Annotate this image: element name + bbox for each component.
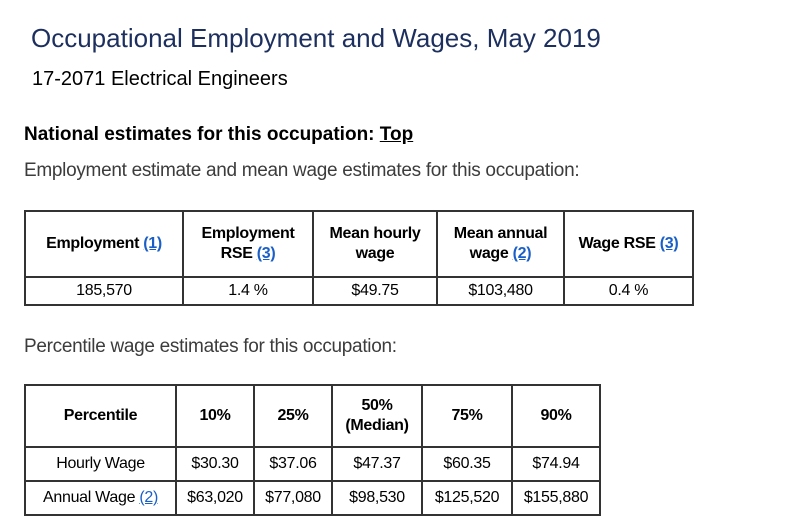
footnote-link[interactable]: (3): [659, 235, 679, 252]
table-row: 185,570 1.4 % $49.75 $103,480 0.4 %: [24, 276, 694, 306]
row-label: Hourly Wage: [24, 446, 177, 482]
employment-value: 185,570: [24, 276, 184, 306]
header-90: 90%: [511, 384, 601, 448]
header-mean-hourly-wage: Mean hourly wage: [312, 210, 438, 278]
header-10: 10%: [175, 384, 255, 448]
cell: $98,530: [331, 480, 423, 516]
wage-rse-value: 0.4 %: [563, 276, 694, 306]
header-employment-rse: Employment RSE (3): [182, 210, 314, 278]
cell: $74.94: [511, 446, 601, 482]
table-header-row: Percentile 10% 25% 50% (Median) 75% 90%: [24, 384, 601, 448]
header-50-median: 50% (Median): [331, 384, 423, 448]
percentile-intro: Percentile wage estimates for this occup…: [24, 336, 397, 357]
table-row-annual: Annual Wage (2) $63,020 $77,080 $98,530 …: [24, 480, 601, 516]
page-title: Occupational Employment and Wages, May 2…: [31, 23, 601, 53]
percentile-table: Percentile 10% 25% 50% (Median) 75% 90% H…: [24, 384, 601, 516]
header-percentile: Percentile: [24, 384, 177, 448]
footnote-link[interactable]: (2): [512, 245, 532, 262]
cell: $155,880: [511, 480, 601, 516]
employment-rse-value: 1.4 %: [182, 276, 314, 306]
occupation-title: 17-2071 Electrical Engineers: [32, 68, 288, 90]
mean-hourly-wage-value: $49.75: [312, 276, 438, 306]
national-estimates-heading: National estimates for this occupation: …: [24, 124, 413, 146]
national-heading-text: National estimates for this occupation:: [24, 124, 375, 145]
cell: $60.35: [421, 446, 513, 482]
header-25: 25%: [253, 384, 333, 448]
cell: $30.30: [175, 446, 255, 482]
header-mean-annual-wage: Mean annual wage (2): [436, 210, 565, 278]
cell: $37.06: [253, 446, 333, 482]
header-employment: Employment (1): [24, 210, 184, 278]
mean-annual-wage-value: $103,480: [436, 276, 565, 306]
table-row-hourly: Hourly Wage $30.30 $37.06 $47.37 $60.35 …: [24, 446, 601, 482]
header-75: 75%: [421, 384, 513, 448]
cell: $47.37: [331, 446, 423, 482]
footnote-link[interactable]: (1): [143, 235, 162, 252]
cell: $63,020: [175, 480, 255, 516]
row-label: Annual Wage (2): [24, 480, 177, 516]
cell: $125,520: [421, 480, 513, 516]
cell: $77,080: [253, 480, 333, 516]
employment-intro: Employment estimate and mean wage estima…: [24, 160, 580, 181]
footnote-link[interactable]: (3): [256, 245, 276, 262]
top-link[interactable]: Top: [379, 124, 414, 145]
header-wage-rse: Wage RSE (3): [563, 210, 694, 278]
footnote-link[interactable]: (2): [139, 489, 158, 506]
employment-table: Employment (1) Employment RSE (3) Mean h…: [24, 210, 694, 306]
table-header-row: Employment (1) Employment RSE (3) Mean h…: [24, 210, 694, 278]
